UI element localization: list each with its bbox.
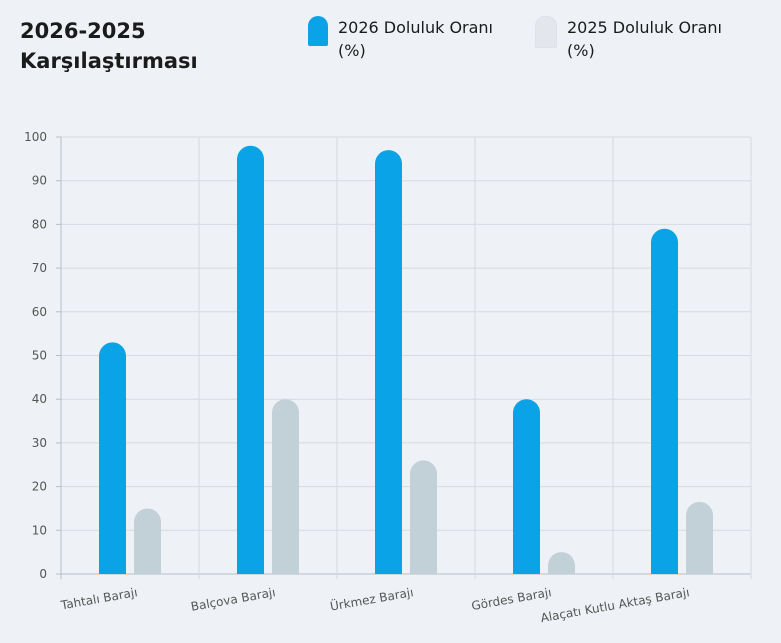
bar-2026 — [651, 228, 678, 574]
bar-2026 — [237, 145, 264, 575]
y-tick-label: 20 — [32, 480, 47, 494]
chart-title: 2026-2025 Karşılaştırması — [20, 16, 220, 76]
x-tick-label: Alaçatı Kutlu Aktaş Barajı — [540, 585, 691, 625]
legend-swatch-2026 — [308, 16, 328, 46]
legend-label-2026: 2026 Doluluk Oranı — [338, 18, 493, 37]
y-tick-label: 60 — [32, 305, 47, 319]
y-tick-label: 80 — [32, 217, 47, 231]
legend-label-2025: 2025 Doluluk Oranı — [567, 18, 722, 37]
bar-2025 — [686, 501, 713, 574]
legend-swatch-2025 — [535, 16, 557, 48]
x-tick-label: Balçova Barajı — [190, 585, 277, 614]
bar-2025 — [272, 399, 299, 574]
x-tick-label: Tahtalı Barajı — [59, 585, 139, 612]
legend-label-2025-unit: (%) — [567, 41, 595, 60]
y-tick-label: 10 — [32, 523, 47, 537]
y-tick-label: 90 — [32, 174, 47, 188]
bar-2025 — [548, 552, 575, 574]
x-tick-label: Ürkmez Barajı — [329, 583, 415, 613]
bar-2025 — [134, 508, 161, 574]
y-tick-label: 0 — [39, 567, 47, 581]
y-tick-label: 100 — [24, 130, 47, 144]
y-tick-label: 70 — [32, 261, 47, 275]
chart-title-line1: 2026-2025 — [20, 19, 146, 43]
chart-title-line2: Karşılaştırması — [20, 49, 198, 73]
y-tick-label: 50 — [32, 349, 47, 363]
legend-label-2026-unit: (%) — [338, 41, 366, 60]
bar-2026 — [375, 150, 402, 575]
x-tick-label: Gördes Barajı — [470, 585, 552, 613]
legend-item-2025[interactable]: 2025 Doluluk Oranı (%) — [535, 16, 737, 62]
y-tick-label: 30 — [32, 436, 47, 450]
bar-2025 — [410, 460, 437, 574]
bar-2026 — [99, 342, 126, 574]
bar-2026 — [513, 399, 540, 574]
y-tick-label: 40 — [32, 392, 47, 406]
legend-item-2026[interactable]: 2026 Doluluk Oranı (%) — [308, 16, 508, 62]
